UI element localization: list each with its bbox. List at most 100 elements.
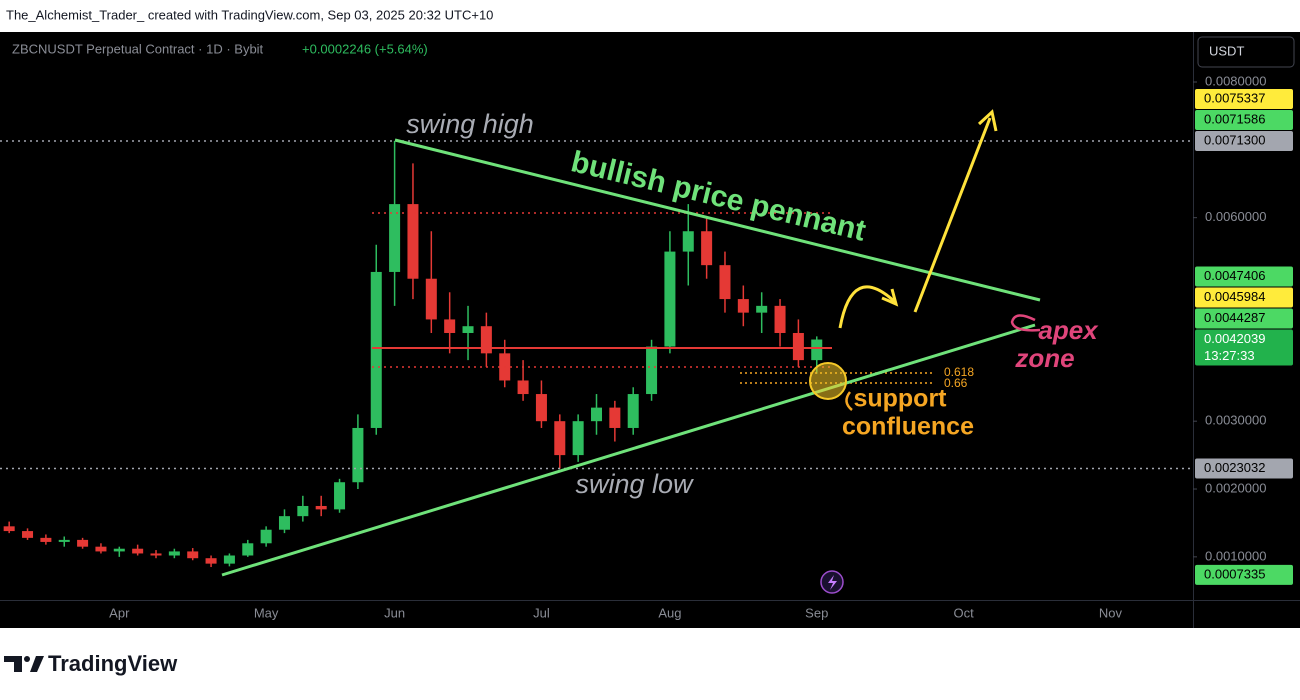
candle-body bbox=[517, 380, 529, 395]
breakout-arrow-head bbox=[977, 109, 998, 132]
candle-body bbox=[260, 529, 272, 544]
annotation: confluence bbox=[842, 413, 974, 441]
x-tick-label: Jul bbox=[533, 605, 550, 620]
candle-body bbox=[535, 394, 547, 422]
pennant-lower-line bbox=[221, 323, 1036, 577]
candle-body bbox=[737, 299, 749, 313]
price-label: 0.0023032 bbox=[1204, 460, 1265, 475]
y-tick-label: 0.0020000 bbox=[1205, 480, 1266, 495]
annotation: zone bbox=[1014, 343, 1074, 373]
y-tick-label: 0.0030000 bbox=[1205, 413, 1266, 428]
y-tick-label: 0.0010000 bbox=[1205, 548, 1266, 563]
candle-body bbox=[223, 555, 235, 564]
price-label: 0.0045984 bbox=[1204, 289, 1265, 304]
candle-body bbox=[132, 548, 144, 554]
x-tick-label: Apr bbox=[109, 605, 130, 620]
price-label: 0.0044287 bbox=[1204, 310, 1265, 325]
candle-body bbox=[444, 319, 456, 333]
confluence-circle bbox=[809, 362, 847, 400]
fib-label: 0.66 bbox=[944, 376, 968, 390]
price-label-box bbox=[1195, 564, 1293, 585]
chart-title: ZBCNUSDT Perpetual Contract · 1D · Bybit bbox=[12, 41, 264, 56]
annotation: support bbox=[853, 385, 947, 413]
x-tick-label: Oct bbox=[953, 605, 974, 620]
price-label-box bbox=[1195, 287, 1293, 308]
candle-body bbox=[40, 537, 52, 542]
bounce-arrow bbox=[838, 285, 897, 329]
bounce-arrow-head bbox=[881, 288, 899, 307]
candle-body bbox=[407, 204, 419, 279]
candle-body bbox=[187, 551, 199, 559]
candle-body bbox=[370, 271, 382, 428]
candle-body bbox=[462, 326, 474, 333]
price-label: 0.0071300 bbox=[1204, 132, 1265, 147]
candle-body bbox=[95, 546, 107, 552]
header-text: The_Alchemist_Trader_ created with Tradi… bbox=[6, 7, 493, 22]
price-label-box bbox=[1195, 329, 1293, 366]
candle-body bbox=[554, 421, 566, 456]
price-label-box bbox=[1195, 458, 1293, 479]
support-arrow bbox=[845, 391, 853, 411]
candle-body bbox=[242, 543, 254, 556]
candle-body bbox=[389, 204, 401, 272]
candle-body bbox=[77, 539, 89, 547]
x-tick-label: Sep bbox=[805, 605, 828, 620]
currency-button[interactable] bbox=[1197, 36, 1295, 68]
candle-body bbox=[646, 346, 658, 395]
y-tick-label: 0.0080000 bbox=[1205, 73, 1266, 88]
logo-shape bbox=[4, 656, 22, 672]
candle-body bbox=[811, 339, 823, 361]
candle-body bbox=[22, 531, 34, 538]
logo-shape bbox=[24, 656, 30, 662]
annotation: swing high bbox=[406, 109, 534, 139]
annotation: swing low bbox=[575, 469, 694, 499]
candle-body bbox=[278, 516, 290, 530]
candle-body bbox=[297, 505, 309, 517]
price-change: +0.0002246 (+5.64%) bbox=[302, 41, 428, 56]
price-label: 0.0047406 bbox=[1204, 268, 1265, 283]
currency-label: USDT bbox=[1209, 43, 1244, 58]
price-label: 0.0071586 bbox=[1204, 111, 1265, 126]
x-tick-label: Aug bbox=[658, 605, 681, 620]
breakout-arrow bbox=[913, 117, 992, 313]
alert-icon-bolt bbox=[828, 575, 837, 590]
candle-body bbox=[609, 407, 621, 428]
candle-body bbox=[664, 251, 676, 347]
candle-body bbox=[792, 332, 804, 361]
apex-arrow bbox=[1010, 314, 1041, 332]
brand-name: TradingView bbox=[48, 651, 178, 676]
candle-body bbox=[334, 482, 346, 510]
chart-background bbox=[0, 32, 1300, 628]
y-tick-label: 0.0060000 bbox=[1205, 209, 1266, 224]
candle-body bbox=[352, 427, 364, 483]
pennant-upper-line bbox=[394, 138, 1041, 302]
price-label: 0.0007335 bbox=[1204, 566, 1265, 581]
price-label-box bbox=[1195, 110, 1293, 131]
annotation: apex bbox=[1038, 315, 1099, 345]
candle-body bbox=[480, 326, 492, 354]
x-tick-label: Jun bbox=[384, 605, 405, 620]
candle-body bbox=[205, 558, 217, 564]
price-label: 0.0075337 bbox=[1204, 90, 1265, 105]
candle-body bbox=[58, 539, 70, 542]
candle-body bbox=[719, 265, 731, 300]
candle-body bbox=[168, 551, 180, 556]
price-label-box bbox=[1195, 131, 1293, 152]
price-label-box bbox=[1195, 89, 1293, 110]
brand-logo bbox=[4, 656, 44, 672]
candle-body bbox=[682, 231, 694, 252]
price-label: 0.0042039 bbox=[1204, 331, 1265, 346]
candle-body bbox=[590, 407, 603, 422]
candle-body bbox=[150, 553, 162, 556]
candle-body bbox=[756, 305, 768, 313]
x-tick-label: May bbox=[254, 605, 279, 620]
candle-body bbox=[774, 305, 786, 333]
price-label-box bbox=[1195, 266, 1293, 287]
candle-body bbox=[113, 548, 125, 552]
candle-body bbox=[701, 231, 713, 266]
candle-body bbox=[627, 394, 639, 428]
candle-body bbox=[315, 505, 327, 510]
candle-body bbox=[572, 421, 584, 456]
logo-shape bbox=[30, 656, 44, 672]
